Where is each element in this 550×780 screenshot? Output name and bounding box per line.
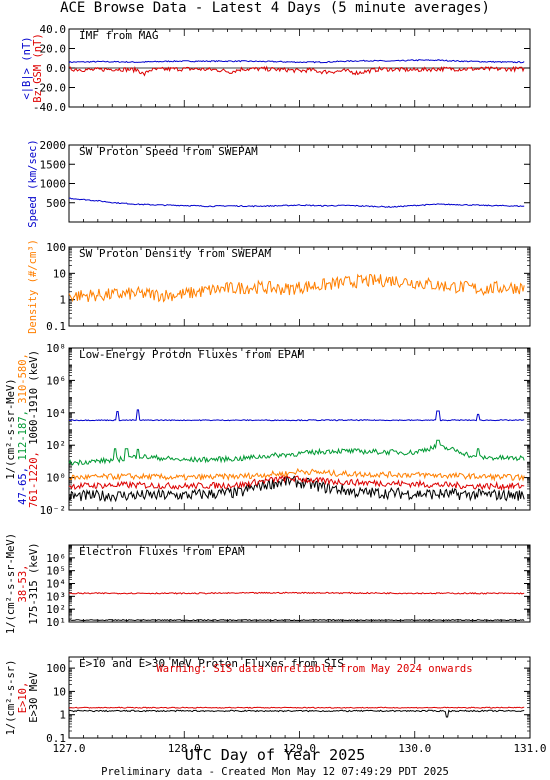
series-line — [68, 59, 525, 64]
y-tick-label: 10³ — [46, 590, 66, 603]
channel-labels: 38-53, — [17, 565, 29, 603]
y-tick-label: 10⁶ — [46, 374, 66, 387]
panel-epam-p: Low-Energy Proton Fluxes from EPAM 10⁻² 10… — [5, 342, 531, 517]
channel-label: 175-315 (keV) — [28, 542, 40, 624]
y-axis-unit: 1/(cm²-s-sr-MeV) — [5, 378, 17, 479]
channel-label: 310-580, — [17, 353, 29, 404]
panel-mag: IMF from MAG -40.0 -20.0 0.0 20.0 40.0 <|B|> (… — [21, 23, 531, 114]
channel-labels: 175-315 (keV) — [28, 542, 40, 624]
channel-label: 38-53, — [17, 565, 29, 603]
series-line — [68, 65, 525, 77]
channel-labels: E>10, — [17, 682, 29, 714]
y-axis-unit: 1/(cm²-s-sr-MeV) — [5, 533, 17, 634]
y-tick-label: 1000 — [40, 178, 67, 191]
panel-title: IMF from MAG — [79, 29, 158, 42]
y-tick-label: 10² — [46, 603, 66, 616]
y-tick-label: 2000 — [40, 139, 67, 152]
y-tick-label: 10⁴ — [46, 407, 66, 420]
panel-title: Electron Fluxes from EPAM — [79, 545, 245, 558]
x-tick-label: 129.0 — [283, 742, 316, 755]
y-axis-label: Density (#/cm³) — [27, 239, 39, 334]
channel-label: E>10, — [17, 682, 29, 714]
y-tick-label: 100 — [46, 241, 66, 254]
y-tick-label: 1 — [59, 709, 66, 722]
panel-sis: E>10 and E>30 MeV Proton Fluxes from SIS… — [5, 656, 547, 755]
y-tick-label: 0.1 — [46, 732, 66, 745]
y-tick-label: 20.0 — [40, 43, 67, 56]
y-axis-label: Speed (km/sec) — [27, 139, 39, 228]
y-tick-label: 0.1 — [46, 320, 66, 333]
y-axis-label: 1/(cm²-s-sr) — [5, 660, 17, 736]
x-tick-label: 128.0 — [168, 742, 201, 755]
panel-epam-e: Electron Fluxes from EPAM 10¹10²10³10⁴10⁵… — [5, 533, 531, 634]
channel-label: 761-1220, — [28, 445, 40, 508]
y-tick-label: 10⁸ — [46, 342, 66, 355]
y-axis-label: 1/(cm²-s-sr-MeV) — [5, 378, 17, 479]
y-tick-label: 500 — [46, 197, 66, 210]
y-tick-label: 10 — [53, 685, 66, 698]
series-line — [68, 467, 525, 482]
sis-warning: Warning: SIS data unreliable from May 20… — [156, 663, 472, 675]
y-tick-label: 100 — [46, 662, 66, 675]
channel-label: 47-65, — [17, 461, 29, 505]
panel-title: SW Proton Speed from SWEPAM — [79, 145, 258, 158]
y-tick-label: 1500 — [40, 158, 67, 171]
series-line — [68, 474, 525, 492]
x-tick-label: 131.0 — [513, 742, 546, 755]
y-tick-label: 10² — [46, 439, 66, 452]
y-tick-label: 1 — [59, 294, 66, 307]
y-tick-label: 10⁶ — [46, 552, 66, 565]
y-tick-label: 10¹ — [46, 616, 66, 629]
y-tick-label: 10⁵ — [46, 565, 66, 578]
y-tick-label: -20.0 — [33, 82, 66, 95]
panel-title: SW Proton Density from SWEPAM — [79, 247, 271, 260]
panel-title: Low-Energy Proton Fluxes from EPAM — [79, 348, 305, 361]
channel-label: E>30 MeV — [28, 672, 40, 723]
series-line — [68, 475, 525, 503]
channel-labels: E>30 MeV — [28, 672, 40, 723]
series-line — [68, 591, 525, 595]
y-axis-label: 1/(cm²-s-sr-MeV) — [5, 533, 17, 634]
channel-labels: 761-1220, 1060-1910 (keV) — [28, 350, 40, 508]
y-tick-label: 10 — [53, 267, 66, 280]
x-tick-label: 130.0 — [398, 742, 431, 755]
y-tick-label: 10⁴ — [46, 578, 66, 591]
series-line — [68, 439, 525, 467]
series-line — [69, 709, 525, 718]
y-tick-label: -40.0 — [33, 101, 66, 114]
footer-note: Preliminary data - Created Mon May 12 07… — [101, 766, 449, 778]
series-line — [68, 197, 525, 208]
channel-label: 112-187, — [17, 404, 29, 461]
x-axis-title: UTC Day of Year 2025 — [184, 746, 366, 764]
y-tick-label: 40.0 — [40, 23, 67, 36]
y-axis-label: <|B|> (nT) — [21, 36, 33, 99]
channel-labels: 47-65, 112-187, 310-580, — [17, 353, 29, 505]
y-tick-label: 10⁰ — [46, 472, 66, 485]
panel-swe-density: SW Proton Density from SWEPAM 0.1 1 10 100 De… — [27, 239, 531, 334]
series-line — [68, 706, 525, 709]
plot-frame — [68, 347, 531, 511]
series-line — [68, 618, 525, 622]
channel-label: 1060-1910 (keV) — [28, 350, 40, 445]
page-title: ACE Browse Data - Latest 4 Days (5 minut… — [60, 0, 490, 16]
panel-title: E>10 and E>30 MeV Proton Fluxes from SIS — [79, 657, 344, 670]
y-axis-unit: 1/(cm²-s-sr) — [5, 660, 17, 736]
panel-swe-speed: SW Proton Speed from SWEPAM 500 1000 1500 20… — [27, 139, 531, 228]
y-tick-label: 0.0 — [46, 62, 66, 75]
x-tick-label: 127.0 — [52, 742, 85, 755]
y-axis-label: Bz GSM (nT) — [32, 33, 44, 103]
series-line — [68, 273, 525, 303]
y-tick-label: 10⁻² — [40, 504, 67, 517]
series-line — [68, 409, 525, 422]
